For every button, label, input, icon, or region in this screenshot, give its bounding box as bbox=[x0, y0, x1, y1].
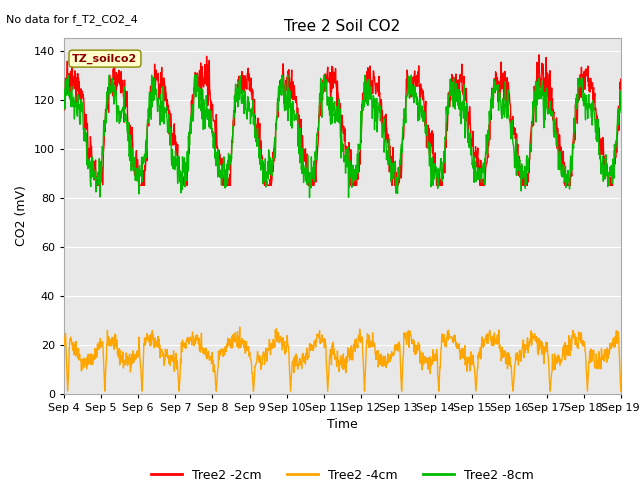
Text: No data for f_T2_CO2_4: No data for f_T2_CO2_4 bbox=[6, 14, 138, 25]
Legend: Tree2 -2cm, Tree2 -4cm, Tree2 -8cm: Tree2 -2cm, Tree2 -4cm, Tree2 -8cm bbox=[146, 464, 539, 480]
Title: Tree 2 Soil CO2: Tree 2 Soil CO2 bbox=[284, 20, 401, 35]
Text: TZ_soilco2: TZ_soilco2 bbox=[72, 53, 138, 64]
Y-axis label: CO2 (mV): CO2 (mV) bbox=[15, 186, 28, 246]
X-axis label: Time: Time bbox=[327, 418, 358, 431]
